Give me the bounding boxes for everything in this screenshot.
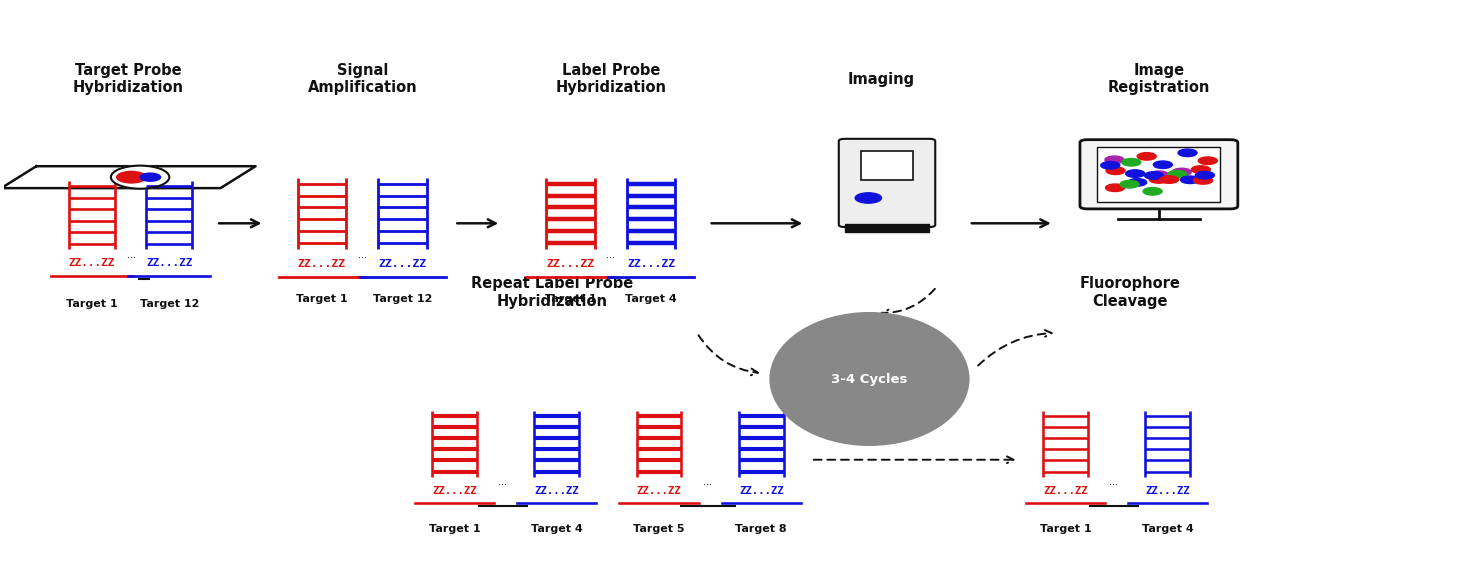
Bar: [861, 151, 913, 180]
Circle shape: [1120, 181, 1139, 188]
Circle shape: [1180, 176, 1200, 184]
Circle shape: [116, 171, 146, 183]
Text: ZZ...ZZ: ZZ...ZZ: [637, 486, 681, 496]
Circle shape: [119, 169, 160, 185]
Text: Target 4: Target 4: [531, 524, 582, 534]
Text: Target 1: Target 1: [429, 524, 481, 534]
Text: ZZ...ZZ: ZZ...ZZ: [379, 259, 426, 269]
Circle shape: [1122, 159, 1141, 166]
Text: Target 1: Target 1: [1039, 524, 1091, 534]
Text: ZZ...ZZ: ZZ...ZZ: [69, 259, 115, 269]
Text: ZZ...ZZ: ZZ...ZZ: [1145, 486, 1191, 496]
Text: ZZ...ZZ: ZZ...ZZ: [547, 259, 594, 269]
Circle shape: [1172, 168, 1191, 176]
Circle shape: [140, 173, 160, 181]
Circle shape: [1127, 178, 1147, 186]
Circle shape: [856, 193, 882, 203]
Circle shape: [1101, 161, 1120, 169]
Text: ZZ...ZZ: ZZ...ZZ: [432, 486, 476, 496]
Text: ZZ...ZZ: ZZ...ZZ: [298, 259, 345, 269]
Circle shape: [1160, 176, 1179, 183]
Circle shape: [1105, 167, 1125, 174]
Circle shape: [1154, 161, 1172, 168]
Circle shape: [1191, 166, 1210, 173]
Circle shape: [1144, 188, 1163, 195]
Text: ...: ...: [126, 250, 135, 260]
Circle shape: [1150, 171, 1169, 178]
Text: Target 12: Target 12: [373, 294, 432, 304]
Text: ZZ...ZZ: ZZ...ZZ: [628, 259, 675, 269]
Circle shape: [110, 166, 169, 189]
Text: ...: ...: [703, 477, 711, 487]
Text: ...: ...: [498, 477, 507, 487]
Polygon shape: [1, 166, 256, 188]
Text: Target Probe
Hybridization: Target Probe Hybridization: [74, 63, 184, 95]
Bar: [845, 223, 929, 232]
Text: Target 5: Target 5: [634, 524, 685, 534]
Text: ZZ...ZZ: ZZ...ZZ: [739, 486, 784, 496]
FancyBboxPatch shape: [1080, 140, 1238, 209]
Text: ...: ...: [357, 250, 368, 260]
Circle shape: [1145, 172, 1163, 179]
Text: Target 1: Target 1: [295, 294, 348, 304]
Text: ZZ...ZZ: ZZ...ZZ: [1044, 486, 1088, 496]
Circle shape: [1105, 156, 1125, 164]
Text: Image
Registration: Image Registration: [1108, 63, 1210, 95]
Text: Fluorophore
Cleavage: Fluorophore Cleavage: [1079, 276, 1180, 309]
Text: ZZ...ZZ: ZZ...ZZ: [146, 259, 193, 269]
Text: ...: ...: [1108, 477, 1119, 487]
Circle shape: [1126, 170, 1145, 177]
Circle shape: [1198, 157, 1217, 164]
Circle shape: [1195, 171, 1214, 179]
Text: Target 1: Target 1: [544, 294, 597, 304]
Bar: [1098, 147, 1220, 202]
Text: Target 12: Target 12: [140, 300, 198, 309]
Circle shape: [1138, 153, 1157, 160]
Circle shape: [1150, 176, 1169, 183]
FancyBboxPatch shape: [839, 139, 935, 227]
Text: Imaging: Imaging: [848, 71, 914, 87]
Text: Target 4: Target 4: [625, 294, 678, 304]
Circle shape: [1177, 149, 1197, 157]
Text: Label Probe
Hybridization: Label Probe Hybridization: [556, 63, 666, 95]
Text: Repeat Label Probe
Hybridization: Repeat Label Probe Hybridization: [472, 276, 634, 309]
Text: Target 4: Target 4: [1142, 524, 1194, 534]
Text: ZZ...ZZ: ZZ...ZZ: [535, 486, 579, 496]
Circle shape: [1167, 170, 1186, 178]
Text: 3-4 Cycles: 3-4 Cycles: [832, 373, 907, 386]
Circle shape: [1105, 184, 1125, 191]
Text: Target 1: Target 1: [66, 300, 118, 309]
Ellipse shape: [770, 313, 969, 445]
Text: ...: ...: [606, 250, 616, 260]
Text: Target 8: Target 8: [735, 524, 786, 534]
Circle shape: [1194, 177, 1213, 184]
Text: Signal
Amplification: Signal Amplification: [307, 63, 417, 95]
